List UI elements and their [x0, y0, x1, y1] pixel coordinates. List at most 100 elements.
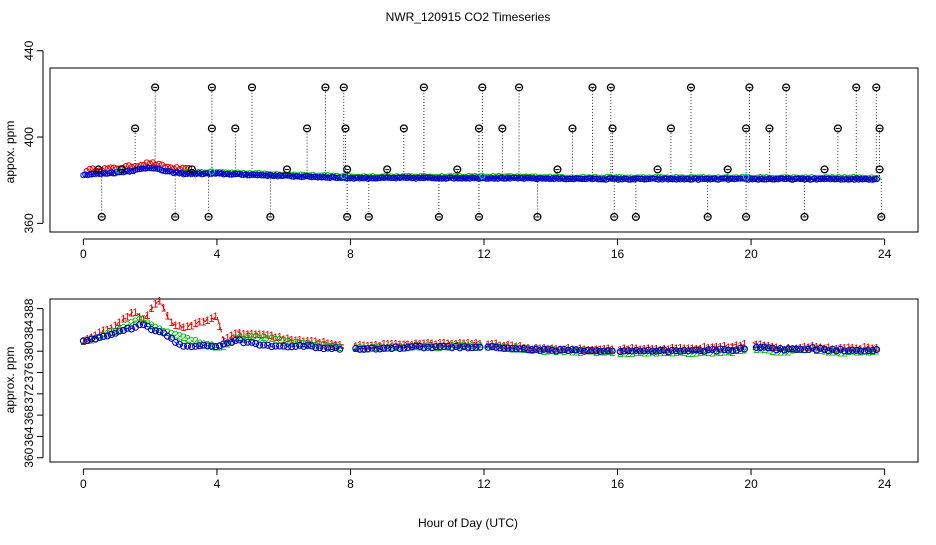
top-series-3-point [575, 175, 582, 182]
x-axis-label: Hour of Day (UTC) [418, 516, 518, 530]
bottom-series-3-point [841, 347, 849, 355]
top-outlier-point [588, 83, 597, 92]
top-cyan-point [340, 172, 347, 179]
bottom-series-3-point [163, 332, 172, 340]
bottom-series-2-marker: 2 [140, 314, 146, 326]
bottom-series-3-point [736, 344, 744, 352]
top-series-3-point [424, 174, 432, 181]
bottom-series-2-marker: 2 [269, 333, 275, 345]
bottom-series-3-point [820, 346, 829, 354]
bottom-series-2-marker: 2 [277, 335, 283, 347]
bottom-series-3-point [352, 344, 360, 352]
bottom-series-3-point [284, 343, 292, 351]
bottom-series-2-marker: 2 [725, 346, 731, 358]
bottom-series-3-point [312, 344, 320, 352]
top-series-3-point [625, 176, 632, 183]
bottom-series-2-marker: 2 [381, 343, 387, 355]
top-outlier-point [282, 165, 292, 174]
bottom-series-2-marker: 2 [273, 335, 279, 347]
top-series-3-point [408, 175, 415, 182]
bottom-series-2-marker: 2 [168, 329, 174, 341]
top-series-3-point [633, 175, 640, 182]
bottom-series-2-marker: 2 [188, 336, 194, 348]
bottom-series-3-point [816, 344, 825, 352]
bottom-series-2-marker: 2 [176, 331, 182, 343]
bottom-series-3-point [280, 342, 288, 350]
top-series-3-point [803, 175, 810, 183]
top-series-3-point [388, 174, 395, 182]
bottom-series-2-marker: 2 [713, 346, 719, 358]
bottom-series-3-point [552, 347, 560, 355]
top-series-3-point [721, 175, 728, 182]
bottom-series-3-point [228, 338, 236, 347]
top-series-3-point [647, 175, 654, 182]
bottom-series-3-point [79, 337, 87, 345]
bottom-y-tick-label: 372 [22, 383, 36, 403]
bottom-series-2-marker: 2 [253, 332, 259, 344]
bottom-series-2-marker: 2 [801, 344, 807, 356]
bottom-series-1-marker: 1 [629, 343, 635, 355]
bottom-series-1-marker: 1 [573, 344, 579, 356]
bottom-series-2-marker: 2 [537, 345, 543, 357]
bottom-series-2-marker: 2 [469, 341, 475, 353]
bottom-series-3-point [873, 345, 881, 354]
bottom-series-3-point [684, 347, 692, 355]
bottom-series-3-point [420, 344, 428, 352]
top-series-3-point [561, 175, 568, 183]
bottom-series-1-marker: 1 [104, 324, 110, 336]
bottom-series-3-point [664, 348, 672, 356]
bottom-series-3-point [648, 347, 656, 355]
bottom-series-2-marker: 2 [609, 347, 615, 359]
bottom-series-2-marker: 2 [633, 347, 639, 359]
bottom-series-2-marker: 2 [789, 344, 795, 356]
bottom-series-2-marker: 2 [325, 341, 331, 353]
bottom-series-1-marker: 1 [533, 342, 539, 354]
bottom-series-3-point [596, 347, 604, 355]
bottom-series-1-marker: 1 [148, 303, 154, 315]
bottom-series-3-point [456, 344, 464, 352]
bottom-series-1-line [83, 300, 345, 346]
bottom-series-3-point [616, 348, 624, 356]
bottom-series-2-marker: 2 [88, 334, 94, 346]
top-series-3-point [422, 174, 430, 181]
bottom-series-2-marker: 2 [180, 332, 186, 344]
bottom-series-1-marker: 1 [269, 330, 275, 342]
top-series-3-point [216, 170, 223, 177]
bottom-series-1-line [353, 341, 480, 348]
top-outlier-point [568, 124, 577, 133]
bottom-series-3-point [620, 347, 628, 355]
top-series-3-point [717, 175, 724, 182]
bottom-series-3-point [560, 345, 568, 353]
bottom-series-3-point [308, 342, 316, 350]
top-series-3-point [609, 175, 616, 182]
bottom-series-1-marker: 1 [140, 314, 146, 326]
bottom-series-3-point [496, 344, 504, 352]
top-series-3-point [637, 175, 644, 183]
bottom-series-1-marker: 1 [229, 330, 235, 342]
bottom-series-3-point [155, 328, 164, 336]
bottom-series-1-marker: 1 [517, 340, 523, 352]
bottom-series-3-point [380, 344, 388, 352]
bottom-series-1-marker: 1 [205, 315, 211, 327]
top-series-3-point [368, 175, 375, 182]
top-series-3-point [565, 175, 572, 183]
bottom-series-1-marker: 1 [192, 318, 198, 330]
bottom-series-1-marker: 1 [213, 311, 219, 323]
bottom-series-3-point [492, 343, 500, 351]
bottom-series-3-point [472, 343, 480, 351]
top-outlier-point [131, 124, 140, 133]
bottom-series-2-marker: 2 [353, 343, 359, 355]
top-series-3-point [510, 174, 518, 181]
bottom-series-1-marker: 1 [120, 314, 126, 326]
bottom-series-2-marker: 2 [529, 345, 535, 357]
bottom-series-2-marker: 2 [497, 343, 503, 355]
bottom-series-2-marker: 2 [84, 335, 90, 347]
bottom-series-1-marker: 1 [164, 310, 170, 322]
bottom-series-2-marker: 2 [261, 332, 267, 344]
bottom-series-2-marker: 2 [297, 338, 303, 350]
bottom-series-1-marker: 1 [241, 329, 247, 341]
bottom-series-3-point [780, 346, 789, 354]
bottom-series-1-marker: 1 [277, 331, 283, 343]
bottom-series-3-point [204, 342, 212, 350]
bottom-series-2-marker: 2 [317, 340, 323, 352]
